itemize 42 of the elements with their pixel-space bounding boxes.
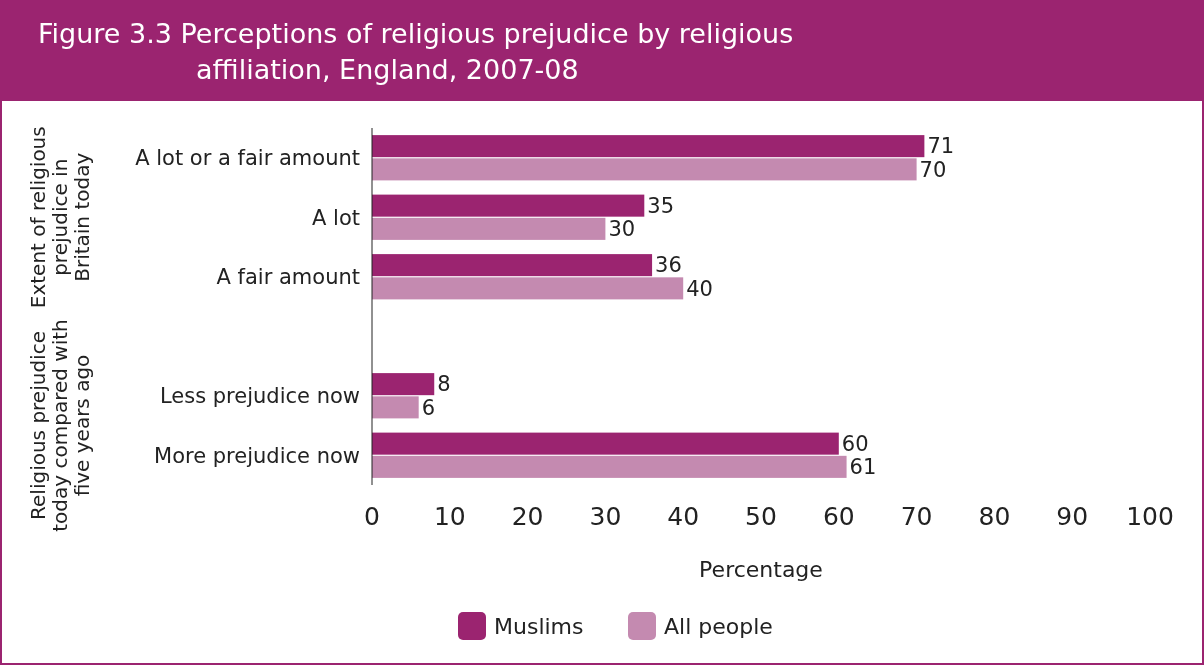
bar (372, 277, 684, 300)
x-tick-label: 60 (822, 502, 855, 531)
x-tick-label: 40 (667, 502, 700, 531)
legend-label: All people (664, 613, 773, 639)
x-tick-label: 70 (900, 502, 933, 531)
data-label: 60 (841, 431, 869, 456)
x-axis-title: Percentage (699, 557, 823, 582)
bar (372, 455, 847, 478)
text: Religious prejudice today compared with five years ago (26, 319, 94, 532)
y-tick-label: A lot or a fair amount (135, 146, 360, 171)
x-tick-label: 50 (745, 502, 777, 531)
x-tick-label: 20 (511, 502, 544, 531)
bar (372, 254, 653, 277)
bar (372, 158, 917, 181)
text: Extent of religious prejudice in Britain today (26, 126, 94, 309)
bar (372, 217, 606, 240)
data-label: 40 (686, 276, 713, 301)
x-tick-label: 0 (364, 502, 380, 531)
legend-label: Muslims (494, 613, 584, 639)
x-tick-label: 10 (433, 502, 466, 531)
x-tick-label: 100 (1126, 502, 1174, 531)
bar (372, 432, 839, 455)
data-label: 36 (655, 253, 682, 278)
y-tick-label: Less prejudice now (159, 384, 360, 409)
bar (372, 373, 435, 396)
bar (372, 396, 419, 419)
y-tick-label: A lot (312, 205, 360, 230)
data-label: 8 (437, 372, 451, 397)
data-label: 70 (919, 157, 947, 182)
bar (372, 135, 925, 158)
data-label: 30 (608, 217, 636, 242)
data-label: 61 (849, 455, 877, 480)
data-label: 35 (647, 193, 675, 218)
y-tick-label: More prejudice now (154, 443, 360, 468)
x-tick-label: 80 (978, 502, 1011, 531)
y-tick-label: A fair amount (216, 265, 360, 290)
data-label: 6 (421, 395, 436, 420)
chart-title: Figure 3.3 Perceptions of religious prejudice by religious affiliation, England, 2007-08 (38, 18, 794, 85)
data-label: 71 (927, 134, 955, 159)
x-tick-label: 30 (589, 502, 622, 531)
x-tick-label: 90 (1056, 502, 1089, 531)
bar (372, 194, 645, 217)
